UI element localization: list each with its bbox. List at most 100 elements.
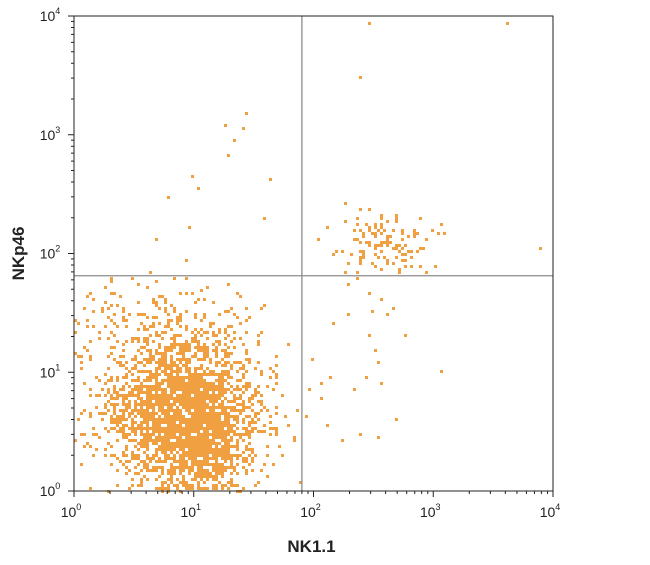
data-point [104, 286, 107, 289]
data-point [176, 445, 179, 448]
data-point [140, 391, 143, 394]
data-point [215, 349, 218, 352]
data-point [158, 406, 161, 409]
data-point [179, 346, 182, 349]
data-point [206, 430, 209, 433]
data-point [224, 397, 227, 400]
data-point [203, 346, 206, 349]
data-point [218, 328, 221, 331]
data-point [146, 421, 149, 424]
data-point [233, 139, 236, 142]
data-point [122, 397, 125, 400]
data-point [212, 388, 215, 391]
data-point [257, 334, 260, 337]
data-point [218, 403, 221, 406]
data-point [146, 469, 149, 472]
data-point [203, 460, 206, 463]
data-point [359, 433, 362, 436]
data-point [101, 388, 104, 391]
data-point [371, 232, 374, 235]
data-point [197, 358, 200, 361]
data-point [194, 439, 197, 442]
data-point [212, 436, 215, 439]
data-point [188, 430, 191, 433]
data-point [197, 418, 200, 421]
data-point [230, 466, 233, 469]
data-point [194, 394, 197, 397]
data-point [257, 430, 260, 433]
data-point [368, 244, 371, 247]
data-point [152, 385, 155, 388]
data-point [218, 481, 221, 484]
data-point [233, 331, 236, 334]
data-point [104, 412, 107, 415]
data-point [188, 406, 191, 409]
data-point [200, 397, 203, 400]
data-point [401, 253, 404, 256]
x-axis-ticks: 100 101 102 103 104 [61, 491, 560, 520]
data-point [260, 307, 263, 310]
data-point [149, 457, 152, 460]
data-point [212, 301, 215, 304]
data-point [215, 469, 218, 472]
data-point [155, 430, 158, 433]
data-point [182, 358, 185, 361]
data-point [137, 340, 140, 343]
data-point [179, 445, 182, 448]
data-point [203, 382, 206, 385]
data-point [257, 481, 260, 484]
data-point [197, 484, 200, 487]
data-point [380, 244, 383, 247]
data-point [389, 235, 392, 238]
data-point [407, 250, 410, 253]
data-point [260, 394, 263, 397]
data-point [176, 394, 179, 397]
data-point [110, 403, 113, 406]
data-point [134, 457, 137, 460]
data-point [194, 445, 197, 448]
data-point [122, 349, 125, 352]
data-point [131, 367, 134, 370]
data-point [359, 262, 362, 265]
data-point [248, 442, 251, 445]
data-point [167, 427, 170, 430]
data-point [164, 298, 167, 301]
data-point [146, 370, 149, 373]
data-point [140, 400, 143, 403]
data-point [140, 484, 143, 487]
data-point [230, 427, 233, 430]
data-point [176, 370, 179, 373]
data-point [179, 343, 182, 346]
data-point [194, 424, 197, 427]
data-point [116, 340, 119, 343]
data-point [161, 484, 164, 487]
data-point [359, 241, 362, 244]
data-point [218, 382, 221, 385]
data-point [113, 346, 116, 349]
data-point [179, 439, 182, 442]
data-point [203, 472, 206, 475]
data-point [167, 394, 170, 397]
data-point [260, 430, 263, 433]
data-point [176, 388, 179, 391]
data-point [200, 454, 203, 457]
data-point [224, 361, 227, 364]
data-point [206, 463, 209, 466]
data-point [326, 226, 329, 229]
data-point [293, 436, 296, 439]
data-point [212, 463, 215, 466]
data-point [224, 418, 227, 421]
data-point [176, 418, 179, 421]
data-point [179, 412, 182, 415]
data-point [137, 376, 140, 379]
data-point [212, 442, 215, 445]
data-point [167, 448, 170, 451]
data-point [209, 385, 212, 388]
data-point [77, 355, 80, 358]
data-point [158, 382, 161, 385]
data-point [146, 412, 149, 415]
data-point [257, 400, 260, 403]
data-point [347, 313, 350, 316]
data-point [158, 487, 161, 490]
data-point [212, 457, 215, 460]
